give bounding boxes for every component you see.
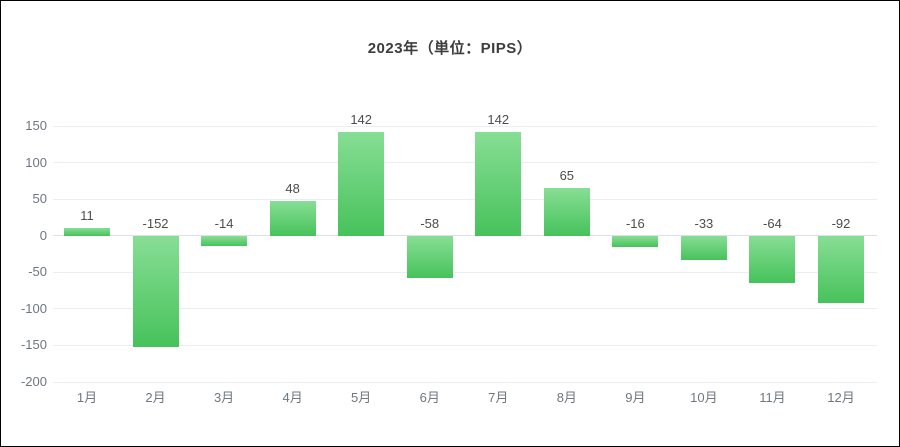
bar-8月[interactable] — [543, 188, 590, 236]
y-gridline — [53, 271, 877, 273]
y-axis-tick-label: 0 — [39, 227, 47, 243]
bar-5月[interactable] — [338, 131, 385, 236]
y-axis-tick-label: -150 — [20, 337, 47, 353]
y-axis-tick-label: 150 — [25, 118, 47, 133]
bar-value-label: 142 — [350, 111, 373, 127]
y-axis-tick-label: 50 — [32, 191, 47, 207]
y-axis-tick-label: 100 — [25, 154, 47, 170]
x-axis-tick-label: 3月 — [213, 390, 235, 405]
bar-3月[interactable] — [201, 235, 248, 246]
chart-title: 2023年（単位：PIPS） — [367, 40, 533, 57]
bar-value-label: -16 — [625, 215, 645, 231]
x-axis-tick-label: 7月 — [488, 390, 509, 405]
x-axis-tick-label: 9月 — [625, 390, 646, 405]
bar-value-label: -33 — [694, 215, 714, 231]
bar-value-label: 142 — [487, 111, 510, 127]
bar-value-label: 65 — [559, 168, 575, 184]
bar-1月[interactable] — [64, 227, 110, 236]
y-gridline — [53, 162, 877, 164]
bar-value-label: -58 — [420, 215, 440, 231]
bar-7月[interactable] — [475, 131, 522, 236]
y-gridline — [53, 344, 877, 346]
bar-4月[interactable] — [269, 200, 316, 236]
x-axis-tick-label: 2月 — [145, 390, 166, 405]
bar-value-label: 48 — [285, 180, 300, 196]
bar-9月[interactable] — [612, 235, 659, 248]
bar-11月[interactable] — [749, 235, 796, 283]
bar-value-label: -92 — [831, 215, 851, 231]
x-axis-tick-label: 4月 — [282, 390, 303, 405]
x-axis-tick-label: 6月 — [419, 390, 440, 405]
bar-10月[interactable] — [680, 235, 727, 260]
x-axis-tick-label: 11月 — [759, 390, 786, 405]
y-axis-tick-label: -200 — [20, 374, 47, 389]
bar-value-label: -64 — [763, 215, 782, 231]
bar-value-label: 11 — [80, 207, 94, 223]
bar-value-label: -152 — [142, 215, 169, 231]
x-axis-tick-label: 10月 — [690, 390, 718, 405]
bar-value-label: -14 — [214, 215, 234, 231]
x-axis-tick-label: 5月 — [351, 390, 372, 405]
y-axis-tick-label: -100 — [20, 300, 47, 316]
y-gridline — [53, 125, 877, 127]
zero-gridline — [53, 235, 877, 237]
x-axis-tick-label: 8月 — [556, 390, 577, 405]
y-gridline — [53, 381, 877, 383]
bar-6月[interactable] — [406, 235, 453, 279]
bar-12月[interactable] — [817, 235, 864, 303]
y-gridline — [53, 198, 877, 200]
y-gridline — [53, 308, 877, 310]
y-axis-tick-label: -50 — [28, 264, 47, 280]
bar-2月[interactable] — [132, 235, 179, 347]
x-axis-tick-label: 1月 — [76, 390, 98, 405]
x-axis-tick-label: 12月 — [827, 390, 855, 405]
